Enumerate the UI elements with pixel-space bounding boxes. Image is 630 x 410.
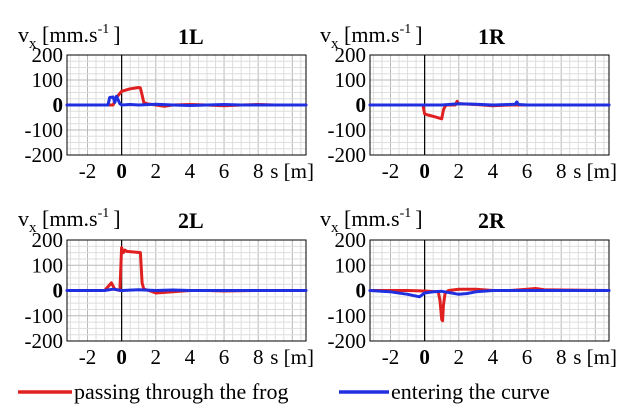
y-axis-label-close: ] <box>415 206 422 231</box>
x-tick-label: 6 <box>219 159 230 183</box>
legend-label: entering the curve <box>391 379 550 404</box>
y-tick-label: 100 <box>32 68 64 92</box>
x-tick-label: 8 <box>556 159 567 183</box>
y-axis-label-main: v <box>320 22 331 47</box>
x-tick-label: 8 <box>253 159 264 183</box>
y-axis-label-exp: -1 <box>98 206 110 221</box>
panel-title: 2L <box>178 208 204 233</box>
panel-title: 1R <box>478 24 506 49</box>
panel-title: 2R <box>478 208 506 233</box>
y-axis-label-main: v <box>320 206 331 231</box>
x-tick-label: 4 <box>185 159 196 183</box>
x-tick-label: -2 <box>79 159 97 183</box>
x-tick-label: 6 <box>219 345 230 369</box>
series-line-frog <box>65 86 308 108</box>
y-tick-label: 0 <box>356 93 367 117</box>
x-tick-label: 0 <box>419 345 430 369</box>
y-tick-label: 0 <box>356 279 367 303</box>
y-axis-label-close: ] <box>415 22 422 47</box>
y-tick-label: 200 <box>335 43 367 67</box>
legend: passing through the frog entering the cur… <box>18 379 550 404</box>
x-axis-label: s [m] <box>573 345 617 369</box>
y-tick-label: -200 <box>25 329 64 353</box>
x-axis-label: s [m] <box>270 345 314 369</box>
x-tick-label: 4 <box>488 159 499 183</box>
x-tick-label: 8 <box>556 345 567 369</box>
y-tick-label: 200 <box>32 43 64 67</box>
y-tick-label: -100 <box>25 118 64 142</box>
y-axis-label-unit: [mm.s <box>339 22 400 47</box>
y-tick-label: -200 <box>328 143 367 167</box>
x-tick-label: 4 <box>488 345 499 369</box>
y-tick-label: 100 <box>32 253 64 277</box>
y-tick-label: -100 <box>25 304 64 328</box>
x-tick-label: 2 <box>151 159 162 183</box>
x-tick-label: -2 <box>79 345 97 369</box>
y-axis-label: vx [mm.s-1] <box>320 206 423 236</box>
y-axis-label: vx [mm.s-1] <box>320 22 423 52</box>
y-axis-label-exp: -1 <box>400 206 412 221</box>
x-tick-label: 0 <box>116 159 127 183</box>
y-tick-label: 100 <box>335 253 367 277</box>
series-line-curve <box>368 289 611 299</box>
x-tick-label: 6 <box>522 345 533 369</box>
y-axis-label-close: ] <box>113 22 120 47</box>
series-line-curve <box>65 287 308 292</box>
x-tick-label: 8 <box>253 345 264 369</box>
x-tick-label: 0 <box>116 345 127 369</box>
y-axis-label: vx [mm.s-1] <box>18 206 121 236</box>
y-tick-label: -100 <box>328 118 367 142</box>
y-tick-label: 0 <box>53 93 64 117</box>
x-tick-label: -2 <box>382 159 400 183</box>
series-line-frog <box>65 246 308 295</box>
x-tick-label: 0 <box>419 159 430 183</box>
y-axis-label-close: ] <box>113 206 120 231</box>
y-axis-label-sub: x <box>331 36 339 52</box>
x-tick-label: 6 <box>522 159 533 183</box>
x-axis-label: s [m] <box>270 159 314 183</box>
y-tick-label: -200 <box>328 329 367 353</box>
series-line-curve <box>65 94 308 107</box>
y-axis-label-main: v <box>18 206 29 231</box>
y-axis-label-sub: x <box>29 36 37 52</box>
y-axis-label-exp: -1 <box>400 22 412 37</box>
y-axis-label-unit: [mm.s <box>37 22 98 47</box>
x-tick-label: 4 <box>185 345 196 369</box>
series-line-curve <box>368 100 611 107</box>
y-axis-label-sub: x <box>29 220 37 236</box>
x-tick-label: 2 <box>151 345 162 369</box>
x-axis-label: s [m] <box>573 159 617 183</box>
x-tick-label: 2 <box>454 159 465 183</box>
panel-title: 1L <box>178 24 204 49</box>
y-axis-label-exp: -1 <box>98 22 110 37</box>
y-tick-label: -100 <box>328 304 367 328</box>
y-axis-label-main: v <box>18 22 29 47</box>
x-tick-label: -2 <box>382 345 400 369</box>
y-axis-label-unit: [mm.s <box>37 206 98 231</box>
y-tick-label: -200 <box>25 143 64 167</box>
y-tick-label: 0 <box>53 279 64 303</box>
y-tick-label: 100 <box>335 68 367 92</box>
y-axis-label-unit: [mm.s <box>339 206 400 231</box>
legend-label: passing through the frog <box>74 379 288 404</box>
y-axis-label-sub: x <box>331 220 339 236</box>
x-tick-label: 2 <box>454 345 465 369</box>
y-tick-label: 200 <box>335 228 367 252</box>
y-tick-label: 200 <box>32 228 64 252</box>
y-axis-label: vx [mm.s-1] <box>18 22 121 52</box>
